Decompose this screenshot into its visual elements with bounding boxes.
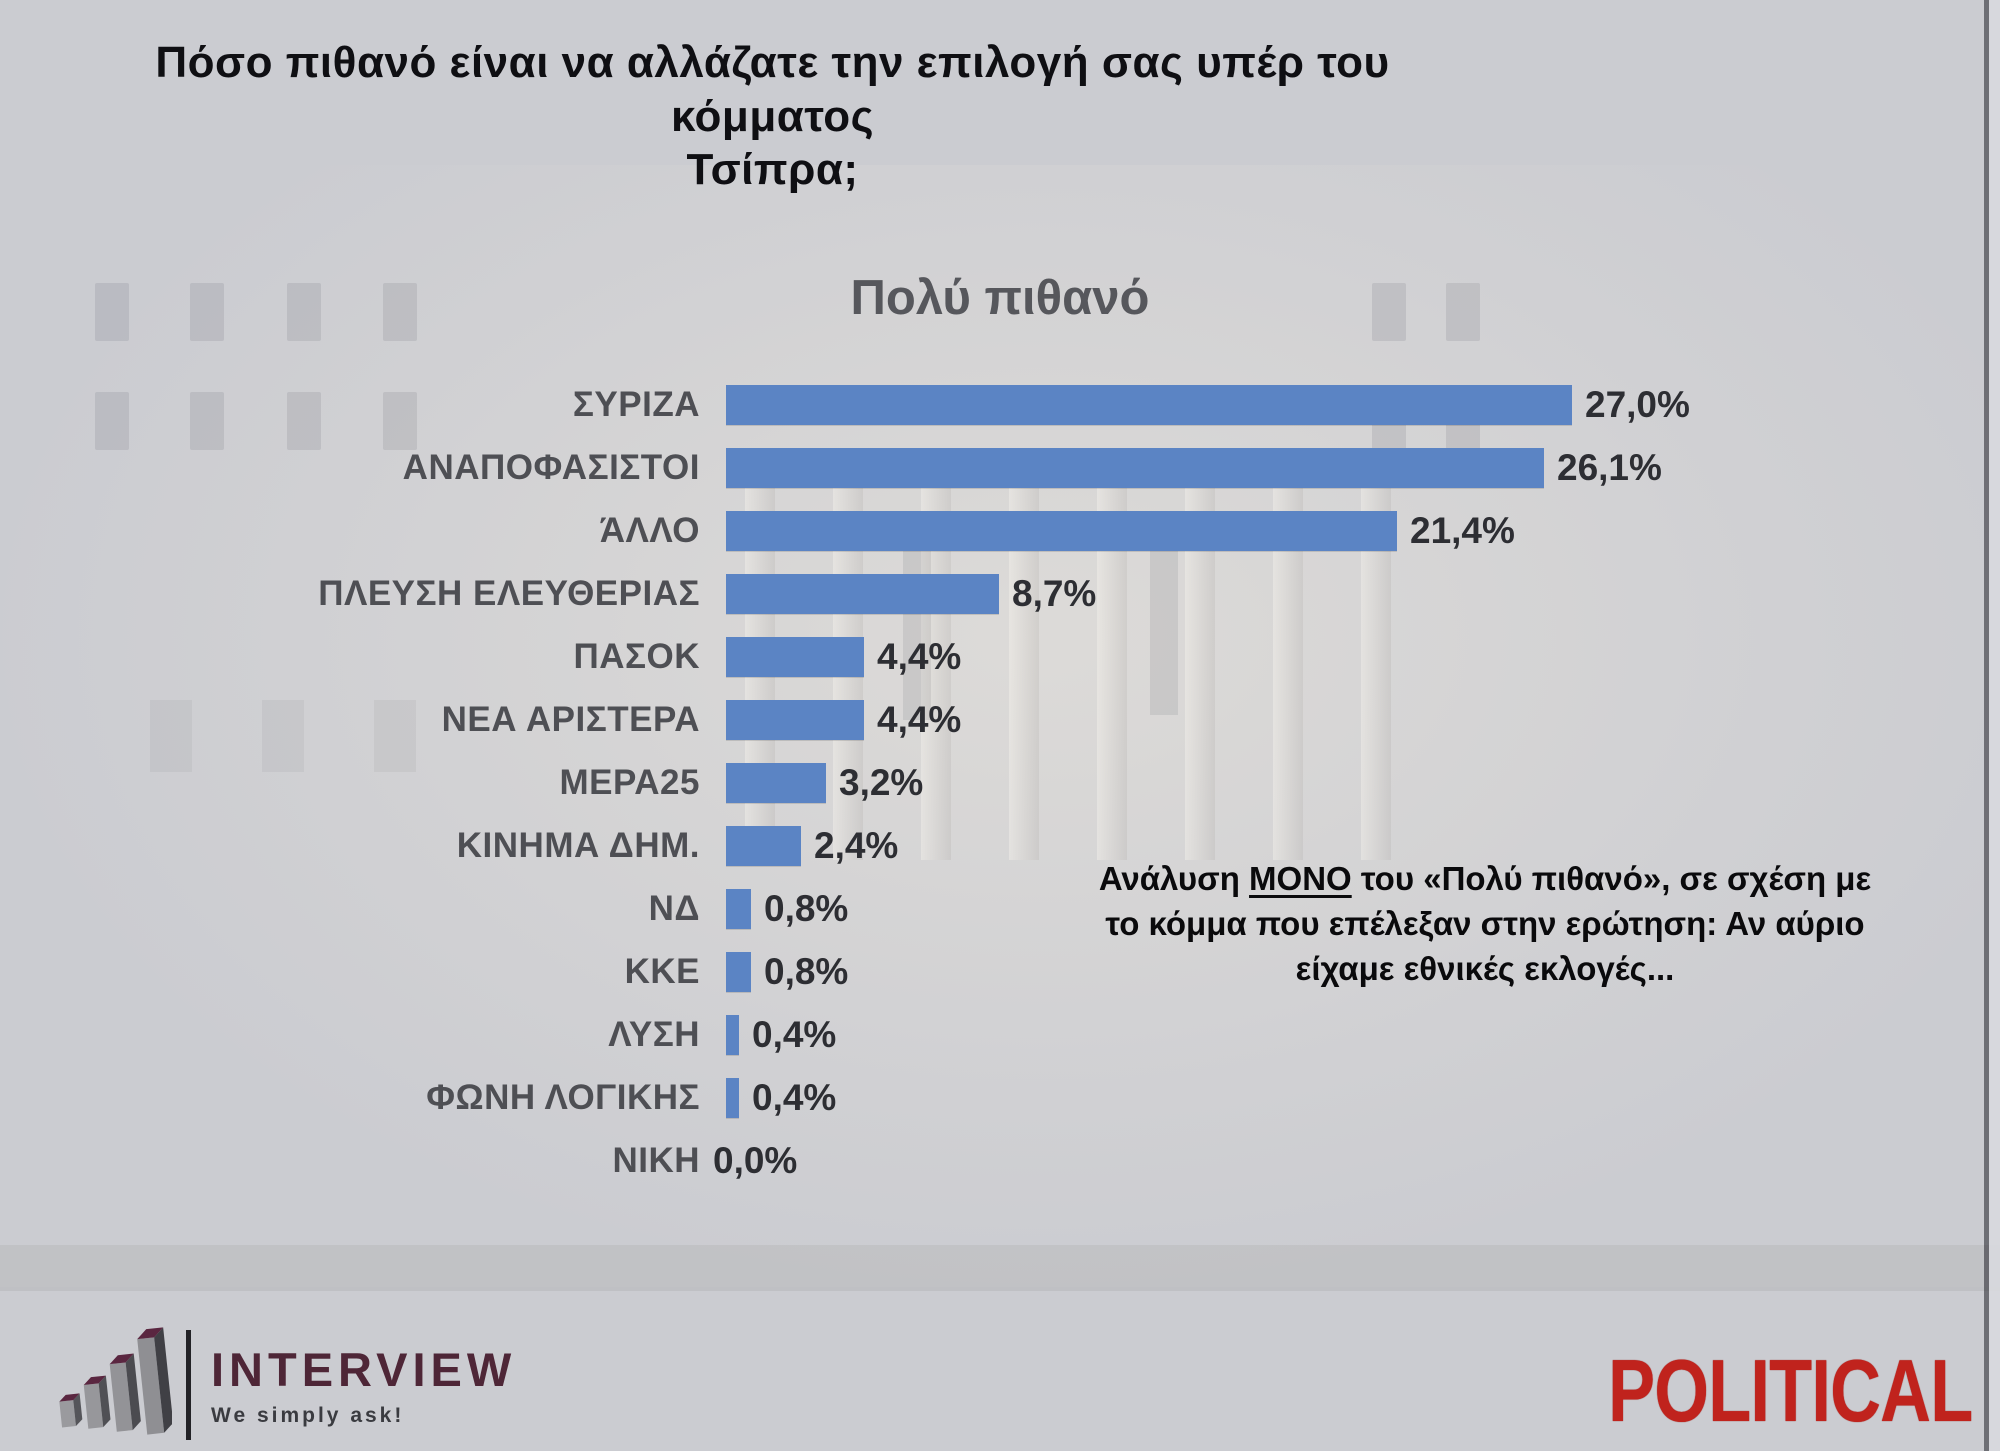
chart-row: ΠΑΣΟΚ 4,4%	[0, 625, 2000, 688]
logo-separator	[186, 1330, 191, 1440]
value-label: 0,8%	[764, 950, 849, 992]
value-label: 2,4%	[814, 824, 899, 866]
chart-row: ΆΛΛΟ 21,4%	[0, 499, 2000, 562]
chart-row: ΣΥΡΙΖΑ 27,0%	[0, 373, 2000, 436]
chart-row: ΑΝΑΠΟΦΑΣΙΣΤΟΙ 26,1%	[0, 436, 2000, 499]
category-label: ΆΛΛΟ	[599, 510, 700, 550]
value-label: 27,0%	[1585, 383, 1690, 425]
value-label: 0,4%	[752, 1076, 837, 1118]
bar	[726, 384, 1572, 425]
chart-row: ΚΙΝΗΜΑ ΔΗΜ. 2,4%	[0, 814, 2000, 877]
background-steps-edge	[0, 1287, 2000, 1291]
category-label: ΜΕΡΑ25	[559, 762, 700, 802]
bar	[726, 951, 751, 992]
chart-row: ΝΕΑ ΑΡΙΣΤΕΡΑ 4,4%	[0, 688, 2000, 751]
chart-rows: ΣΥΡΙΖΑ 27,0% ΑΝΑΠΟΦΑΣΙΣΤΟΙ 26,1% ΆΛΛΟ 21,4% ΠΛ…	[0, 373, 2000, 1192]
chart-row: ΚΚΕ 0,8%	[0, 940, 2000, 1003]
category-label: ΦΩΝΗ ΛΟΓΙΚΗΣ	[426, 1077, 700, 1117]
bar	[726, 888, 751, 929]
background-window	[287, 283, 321, 341]
question-title-line2: Τσίπρα;	[686, 145, 859, 195]
value-label: 21,4%	[1410, 509, 1515, 551]
category-label: ΝΔ	[648, 888, 700, 928]
category-label: ΣΥΡΙΖΑ	[572, 384, 700, 424]
annotation-underlined-word: ΜΟΝΟ	[1249, 860, 1352, 897]
category-label: ΑΝΑΠΟΦΑΣΙΣΤΟΙ	[402, 447, 700, 487]
background-steps	[0, 1245, 2000, 1287]
bar	[726, 447, 1544, 488]
bar	[726, 636, 864, 677]
category-label: ΛΥΣΗ	[608, 1014, 700, 1054]
annotation-line-2: το κόμμα που επέλεξαν στην ερώτηση: Αν α…	[1105, 905, 1865, 942]
chart-row: ΝΙΚΗ 0,0%	[0, 1129, 2000, 1192]
chart-row: ΦΩΝΗ ΛΟΓΙΚΗΣ 0,4%	[0, 1066, 2000, 1129]
political-wordmark: POLITICAL	[1607, 1341, 1973, 1440]
bar	[726, 762, 826, 803]
bar	[726, 1014, 739, 1055]
chart-title: Πολύ πιθανό	[850, 271, 1150, 325]
background-window	[190, 283, 224, 341]
value-label: 3,2%	[839, 761, 924, 803]
chart-row: ΛΥΣΗ 0,4%	[0, 1003, 2000, 1066]
interview-logo: INTERVIEW We simply ask!	[52, 1326, 516, 1444]
category-label: ΝΙΚΗ	[612, 1140, 700, 1180]
category-label: ΠΛΕΥΣΗ ΕΛΕΥΘΕΡΙΑΣ	[318, 573, 700, 613]
annotation-line-1: Ανάλυση ΜΟΝΟ του «Πολύ πιθανό», σε σχέση…	[1098, 860, 1872, 897]
category-label: ΠΑΣΟΚ	[573, 636, 700, 676]
background-window	[1446, 283, 1480, 341]
value-label: 4,4%	[877, 635, 962, 677]
interview-wordmark: INTERVIEW	[211, 1343, 517, 1396]
annotation-note: Ανάλυση ΜΟΝΟ του «Πολύ πιθανό», σε σχέση…	[1020, 856, 1950, 991]
chart-row: ΝΔ 0,8%	[0, 877, 2000, 940]
chart-row: ΠΛΕΥΣΗ ΕΛΕΥΘΕΡΙΑΣ 8,7%	[0, 562, 2000, 625]
interview-tagline: We simply ask!	[211, 1404, 405, 1427]
category-label: ΝΕΑ ΑΡΙΣΤΕΡΑ	[441, 699, 700, 739]
question-title: Πόσο πιθανό είναι να αλλάζατε την επιλογ…	[75, 36, 1470, 197]
background-window	[383, 283, 417, 341]
bar	[726, 699, 864, 740]
chart-row: ΜΕΡΑ25 3,2%	[0, 751, 2000, 814]
bar	[726, 825, 801, 866]
bar-chart-3d-icon	[59, 1327, 172, 1435]
category-label: ΚΙΝΗΜΑ ΔΗΜ.	[456, 825, 700, 865]
bar	[726, 573, 999, 614]
bar	[726, 1077, 739, 1118]
bar	[726, 510, 1397, 551]
value-label: 0,8%	[764, 887, 849, 929]
annotation-line-3: είχαμε εθνικές εκλογές...	[1295, 950, 1675, 987]
category-label: ΚΚΕ	[624, 951, 700, 991]
value-label: 0,0%	[713, 1139, 798, 1181]
question-title-line1: Πόσο πιθανό είναι να αλλάζατε την επιλογ…	[155, 38, 1390, 141]
value-label: 26,1%	[1557, 446, 1662, 488]
value-label: 8,7%	[1012, 572, 1097, 614]
value-label: 4,4%	[877, 698, 962, 740]
value-label: 0,4%	[752, 1013, 837, 1055]
background-window	[95, 283, 129, 341]
